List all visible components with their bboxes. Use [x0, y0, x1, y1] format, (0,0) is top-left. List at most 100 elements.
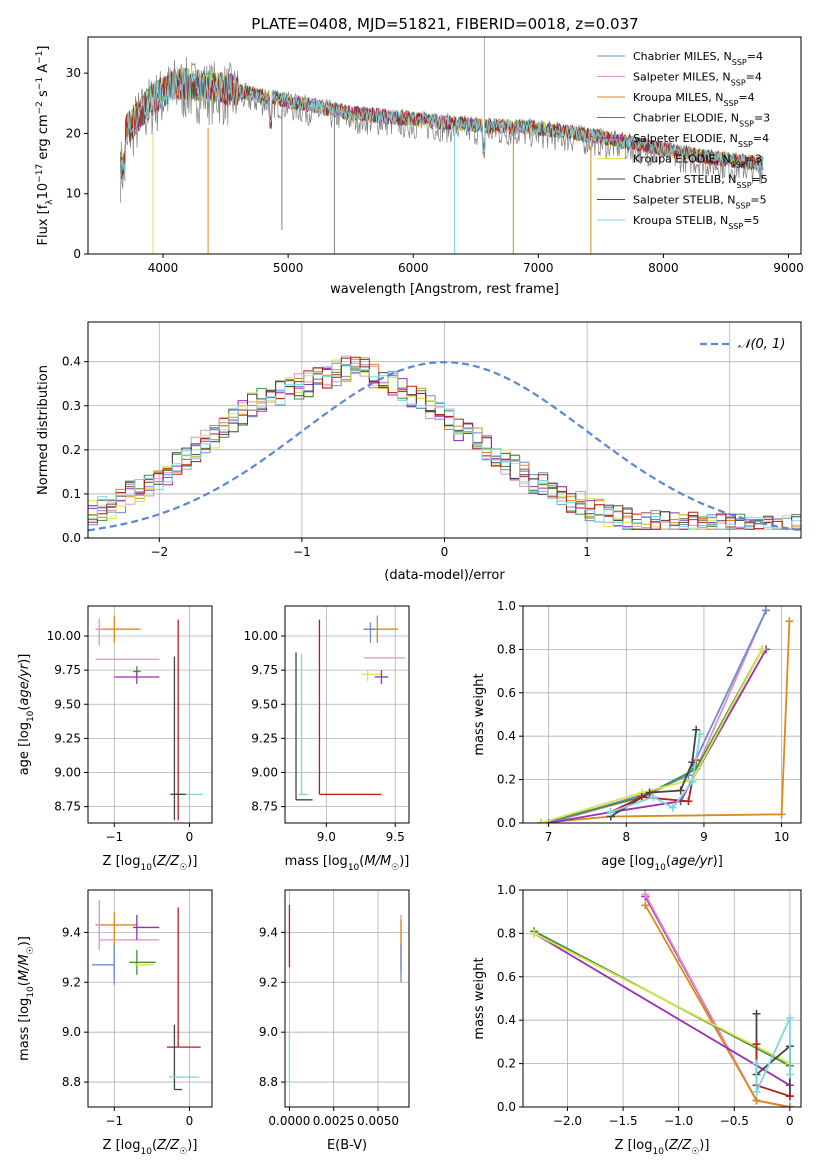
y-axis-label: Flux [fλ10−17 erg cm−2 s−1 A−1] [35, 46, 55, 246]
weight-marker-6-1 [645, 788, 654, 797]
y-tick-label: 9.00 [54, 766, 81, 780]
y-tick-label: 0.0 [497, 816, 516, 830]
y-tick-label: 1.0 [497, 883, 516, 897]
age-vs-mass-panel: 9.0 9.5 8.75 9.00 9.25 9.50 9.75 10.00 mass [log… [244, 605, 410, 873]
y-tick-label: 9.4 [259, 925, 278, 939]
legend-label-3: Chabrier ELODIE, NSSP=3 [633, 112, 770, 129]
x-tick-label: 0 [186, 1114, 194, 1128]
y-tick-label: 9.00 [251, 766, 278, 780]
x-tick-label: 2 [726, 545, 734, 559]
x-axis-label: Z [log10(Z/Z☉)] [615, 1138, 710, 1157]
plot-area [91, 899, 201, 1091]
weight-marker-0-3 [785, 617, 794, 626]
y-axis-label: mass [log10(M/M☉)] [17, 936, 36, 1061]
x-tick-label: 4000 [148, 261, 179, 275]
weight-marker-8-0 [752, 1059, 761, 1068]
y-tick-label: 0.2 [497, 773, 516, 787]
y-tick-label: 9.2 [62, 975, 81, 989]
histogram-step-8 [88, 362, 801, 530]
x-axis-label: (data-model)/error [384, 568, 505, 583]
y-tick-label: 9.75 [54, 663, 81, 677]
plot-area [288, 904, 402, 1083]
age-vs-metallicity-panel: −1 0 8.75 9.00 9.25 9.50 9.75 10.00 Z [log10(Z/Z… [17, 605, 213, 873]
y-tick-label: 9.25 [251, 731, 278, 745]
plot-area [536, 606, 794, 823]
model-spectrum-7 [120, 69, 764, 179]
plot-area [88, 355, 801, 532]
weight-marker-5-3 [758, 645, 767, 654]
y-tick-label: 0.1 [62, 487, 81, 501]
weight-marker-5-0 [536, 819, 545, 823]
histogram-step-2 [88, 357, 801, 530]
y-tick-label: 1.0 [497, 599, 516, 613]
weight-marker-8-0 [606, 808, 615, 817]
axes-frame [284, 605, 410, 824]
x-tick-label: 0 [441, 545, 449, 559]
weight-vs-metallicity-panel: −2.0 −1.5 −1.0 −0.5 0 0.0 0.2 0.4 0.6 0.8 1.0 Z [lo… [472, 883, 802, 1157]
weight-marker-0-2 [777, 810, 786, 819]
y-axis-label: mass weight [472, 957, 487, 1039]
x-tick-label: 0.0000 [268, 1114, 310, 1128]
y-tick-label: 8.8 [62, 1075, 81, 1089]
x-tick-label: 7000 [523, 261, 554, 275]
y-tick-label: 0.4 [497, 1013, 516, 1027]
plot-area [120, 37, 764, 254]
x-tick-label: −1 [105, 1114, 123, 1128]
y-tick-label: 0.0 [497, 1100, 516, 1114]
x-tick-label: −2 [150, 545, 168, 559]
axes-frame [87, 36, 802, 255]
spectrum-panel: 4000 5000 6000 7000 8000 9000 0 10 20 30 Chabrier … [35, 36, 804, 297]
legend-label-4: Salpeter ELODIE, NSSP=4 [633, 132, 769, 149]
y-tick-label: 10 [66, 187, 81, 201]
y-tick-label: 9.50 [54, 697, 81, 711]
x-tick-label: −0.5 [720, 1114, 749, 1128]
x-tick-label: −1 [105, 830, 123, 844]
y-tick-label: 9.75 [251, 663, 278, 677]
legend-label-6: Chabrier STELIB, NSSP=5 [633, 173, 768, 190]
x-axis-label: Z [log10(Z/Z☉)] [103, 854, 198, 873]
weight-vs-age-panel: 7 8 9 10 0.0 0.2 0.4 0.6 0.8 1.0 age [log10(age/yr… [472, 599, 802, 873]
weight-marker-7-2 [785, 1092, 794, 1101]
weight-marker-8-1 [649, 792, 658, 801]
normal-curve [88, 360, 801, 532]
y-tick-label: 0.4 [497, 729, 516, 743]
weight-marker-7-0 [752, 1040, 761, 1049]
x-tick-label: −1 [293, 545, 311, 559]
x-tick-label: 0.0025 [313, 1114, 355, 1128]
weight-marker-8-3 [785, 1070, 794, 1079]
x-tick-label: 5000 [273, 261, 304, 275]
x-tick-label: 7 [545, 830, 553, 844]
histogram-step-0 [88, 364, 801, 530]
weight-marker-2-1 [752, 1096, 761, 1105]
weight-marker-6-2 [676, 786, 685, 795]
weight-marker-2-3 [762, 606, 771, 615]
x-axis-label: E(B-V) [327, 1138, 367, 1153]
legend-label-0: Chabrier MILES, NSSP=4 [633, 50, 763, 67]
axes-frame [522, 605, 802, 824]
x-tick-label: 10 [774, 830, 789, 844]
y-tick-label: 9.0 [259, 1025, 278, 1039]
legend-label-1: Salpeter MILES, NSSP=4 [633, 71, 762, 88]
x-tick-label: −1.0 [664, 1114, 693, 1128]
mass-vs-metallicity-panel: −1 0 8.8 9.0 9.2 9.4 Z [log10(Z/Z☉)] mass [log1… [17, 889, 213, 1157]
x-axis-label: mass [log10(M/M☉)] [285, 854, 410, 873]
y-axis-label: mass weight [472, 673, 487, 755]
x-tick-label: 9 [700, 830, 708, 844]
x-axis-label: wavelength [Angstrom, rest frame] [330, 282, 559, 297]
y-tick-label: 8.75 [251, 800, 278, 814]
legend-label-2: Kroupa MILES, NSSP=4 [633, 91, 755, 108]
y-tick-label: 9.2 [259, 975, 278, 989]
weight-marker-6-0 [752, 1009, 761, 1018]
y-tick-label: 0.0 [62, 531, 81, 545]
plot-area [530, 890, 794, 1107]
model-spectrum-8 [120, 66, 764, 181]
x-tick-label: 0 [186, 830, 194, 844]
x-tick-label: 8000 [648, 261, 679, 275]
weight-line-5 [533, 932, 791, 1065]
x-tick-label: 1 [583, 545, 591, 559]
weight-line-5 [540, 648, 763, 823]
weight-line-0 [540, 621, 791, 823]
weight-line-1 [548, 609, 767, 823]
weight-marker-7-2 [684, 797, 693, 806]
